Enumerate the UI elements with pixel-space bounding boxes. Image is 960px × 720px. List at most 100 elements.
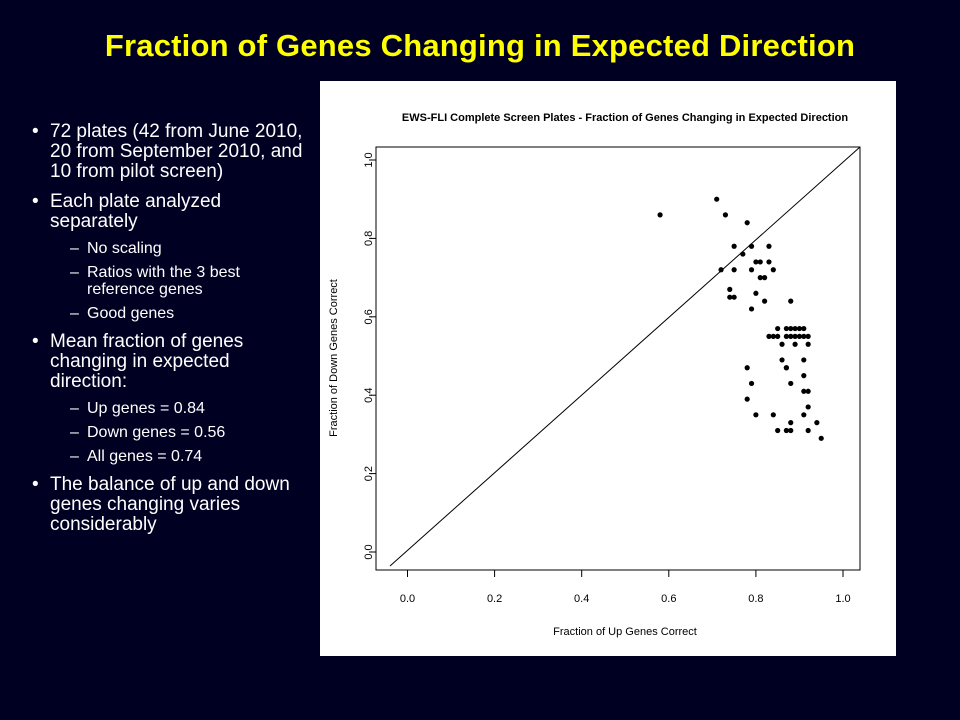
- data-point: [722, 212, 729, 218]
- data-point: [788, 333, 794, 339]
- sub-bullet: Good genes: [50, 305, 305, 322]
- data-point: [762, 275, 768, 281]
- bullet-text: 72 plates (42 from June 2010, 20 from Se…: [50, 121, 303, 182]
- x-tick-label: 0.6: [661, 593, 676, 605]
- data-point: [805, 388, 811, 394]
- scatter-plot-panel: EWS-FLI Complete Screen Plates - Fractio…: [320, 81, 896, 656]
- data-point: [814, 420, 820, 426]
- data-point: [805, 404, 811, 410]
- data-point: [792, 341, 798, 347]
- data-point: [714, 196, 720, 202]
- sub-bullet: Down genes = 0.56: [50, 424, 305, 441]
- data-point: [801, 373, 807, 379]
- bullet-balance: The balance of up and down genes changin…: [30, 475, 305, 535]
- data-point: [779, 357, 785, 363]
- sub-bullet: Up genes = 0.84: [50, 400, 305, 417]
- y-tick-label: 0.6: [363, 309, 375, 324]
- y-axis-label: Fraction of Down Genes Correct: [328, 279, 340, 437]
- data-point: [757, 275, 763, 281]
- data-point: [805, 341, 811, 347]
- data-point: [801, 412, 807, 418]
- data-point: [775, 427, 781, 434]
- data-point: [766, 243, 772, 249]
- scatter-plot: EWS-FLI Complete Screen Plates - Fractio…: [328, 112, 861, 638]
- sub-bullet-list: Up genes = 0.84 Down genes = 0.56 All ge…: [50, 400, 305, 465]
- data-point: [770, 412, 776, 418]
- bullet-text: The balance of up and down genes changin…: [50, 474, 290, 535]
- sub-bullet: No scaling: [50, 240, 305, 257]
- x-tick-label: 0.8: [748, 593, 763, 605]
- chart-title: EWS-FLI Complete Screen Plates - Fractio…: [402, 112, 848, 124]
- data-point: [748, 267, 755, 273]
- data-point: [801, 357, 807, 363]
- sub-bullet: Ratios with the 3 best reference genes: [50, 264, 305, 298]
- data-point: [731, 267, 737, 273]
- x-tick-label: 0.0: [400, 593, 415, 605]
- data-point: [801, 325, 807, 332]
- data-point: [657, 212, 663, 218]
- data-point: [792, 333, 798, 339]
- data-point: [744, 220, 750, 226]
- data-point: [753, 259, 759, 265]
- data-point: [770, 333, 776, 339]
- bullet-analysis: Each plate analyzed separately No scalin…: [30, 191, 305, 323]
- data-point: [744, 396, 750, 402]
- y-tick-label: 0.4: [363, 388, 375, 403]
- data-point: [766, 259, 772, 265]
- x-tick-label: 1.0: [835, 593, 850, 605]
- x-tick-label: 0.4: [574, 593, 589, 605]
- data-point: [727, 294, 733, 300]
- data-point: [783, 325, 789, 332]
- data-point: [788, 380, 794, 387]
- x-axis-label: Fraction of Up Genes Correct: [553, 626, 697, 638]
- data-point: [727, 286, 733, 292]
- data-point: [770, 267, 776, 273]
- bullet-list: 72 plates (42 from June 2010, 20 from Se…: [30, 122, 305, 545]
- data-point: [783, 427, 789, 434]
- slide-title: Fraction of Genes Changing in Expected D…: [104, 28, 856, 63]
- data-point: [748, 243, 755, 249]
- data-point: [731, 243, 737, 249]
- data-point: [805, 427, 811, 434]
- data-point: [818, 435, 824, 441]
- data-point: [796, 325, 803, 332]
- data-point: [753, 412, 759, 418]
- data-point: [788, 420, 794, 426]
- data-point: [792, 325, 798, 332]
- data-point: [775, 333, 781, 339]
- plot-frame: [375, 146, 861, 571]
- data-point: [744, 365, 750, 371]
- data-point: [762, 298, 768, 304]
- bullet-text: Each plate analyzed separately: [50, 191, 222, 232]
- data-points: [657, 196, 824, 441]
- x-tick-label: 0.2: [487, 593, 502, 605]
- bullet-plates: 72 plates (42 from June 2010, 20 from Se…: [30, 122, 305, 182]
- x-axis: 0.0 0.2 0.4 0.6 0.8 1.0: [400, 569, 851, 605]
- data-point: [775, 325, 781, 332]
- bullet-mean-fraction: Mean fraction of genes changing in expec…: [30, 331, 305, 466]
- data-point: [748, 380, 755, 387]
- data-point: [801, 388, 807, 394]
- y-tick-label: 0.8: [363, 231, 375, 246]
- data-point: [731, 294, 737, 300]
- y-tick-label: 0.0: [363, 544, 375, 559]
- data-point: [766, 333, 772, 339]
- data-point: [783, 333, 789, 339]
- data-point: [788, 298, 794, 304]
- data-point: [796, 333, 803, 339]
- y-tick-label: 1.0: [363, 152, 375, 167]
- data-point: [757, 259, 763, 265]
- data-point: [740, 251, 746, 257]
- data-point: [783, 365, 789, 371]
- sub-bullet: All genes = 0.74: [50, 448, 305, 465]
- data-point: [748, 306, 755, 312]
- y-axis: 0.0 0.2 0.4 0.6 0.8 1.0: [363, 152, 377, 560]
- data-point: [753, 290, 759, 296]
- bullet-text: Mean fraction of genes changing in expec…: [50, 331, 244, 392]
- data-point: [788, 325, 794, 332]
- data-point: [718, 267, 724, 273]
- reference-line: [389, 146, 861, 567]
- data-point: [788, 427, 794, 434]
- y-tick-label: 0.2: [363, 466, 375, 481]
- sub-bullet-list: No scaling Ratios with the 3 best refere…: [50, 240, 305, 322]
